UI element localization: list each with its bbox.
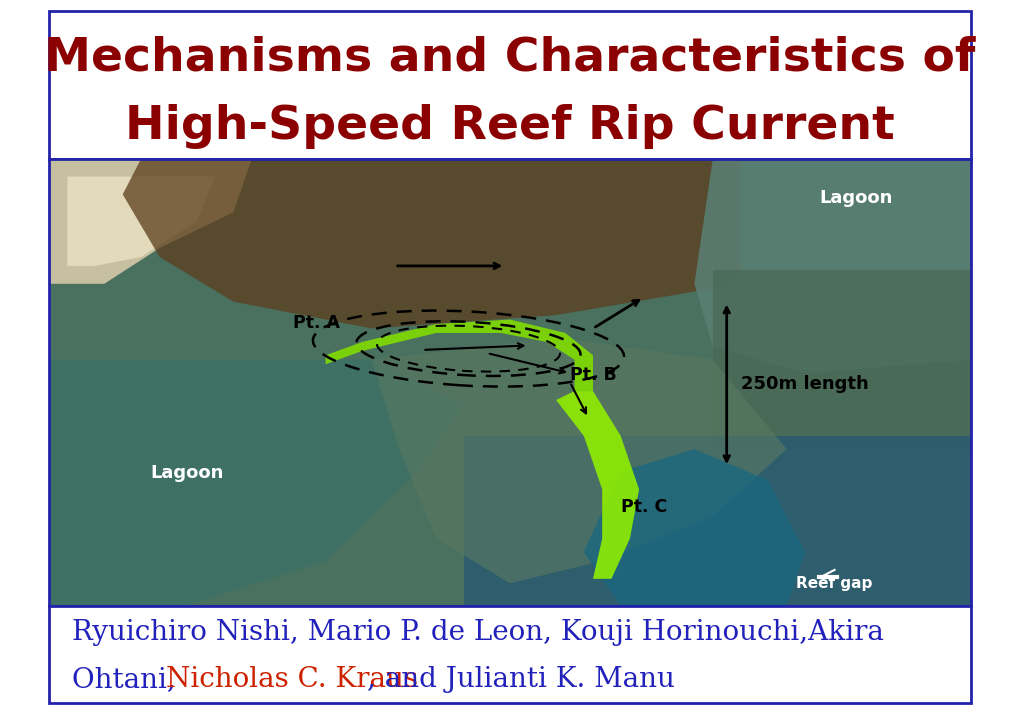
Polygon shape <box>583 449 804 606</box>
Text: Ryuichiro Nishi, Mario P. de Leon, Kouji Horinouchi,Akira: Ryuichiro Nishi, Mario P. de Leon, Kouji… <box>72 619 883 647</box>
Polygon shape <box>122 159 740 329</box>
Polygon shape <box>555 391 639 579</box>
Bar <box>464 435 970 606</box>
Text: Pt. C: Pt. C <box>620 497 666 516</box>
Text: Nicholas C. Kraus: Nicholas C. Kraus <box>166 666 418 693</box>
Text: High-Speed Reef Rip Current: High-Speed Reef Rip Current <box>125 104 894 149</box>
Text: , and Julianti K. Manu: , and Julianti K. Manu <box>367 666 675 693</box>
Text: Reef gap: Reef gap <box>795 576 871 590</box>
Text: 250m length: 250m length <box>740 376 867 394</box>
Text: Lagoon: Lagoon <box>818 190 892 208</box>
Polygon shape <box>67 177 215 266</box>
Polygon shape <box>325 319 592 391</box>
Text: Ohtani,: Ohtani, <box>72 666 184 693</box>
Text: Pt. A: Pt. A <box>293 314 340 332</box>
Text: Mechanisms and Characteristics of: Mechanisms and Characteristics of <box>44 35 975 81</box>
Bar <box>712 270 970 449</box>
Polygon shape <box>49 360 464 606</box>
Polygon shape <box>371 337 786 583</box>
Text: Pt. B: Pt. B <box>570 366 616 384</box>
Text: Lagoon: Lagoon <box>150 464 223 482</box>
Polygon shape <box>49 159 252 284</box>
Polygon shape <box>694 159 970 373</box>
